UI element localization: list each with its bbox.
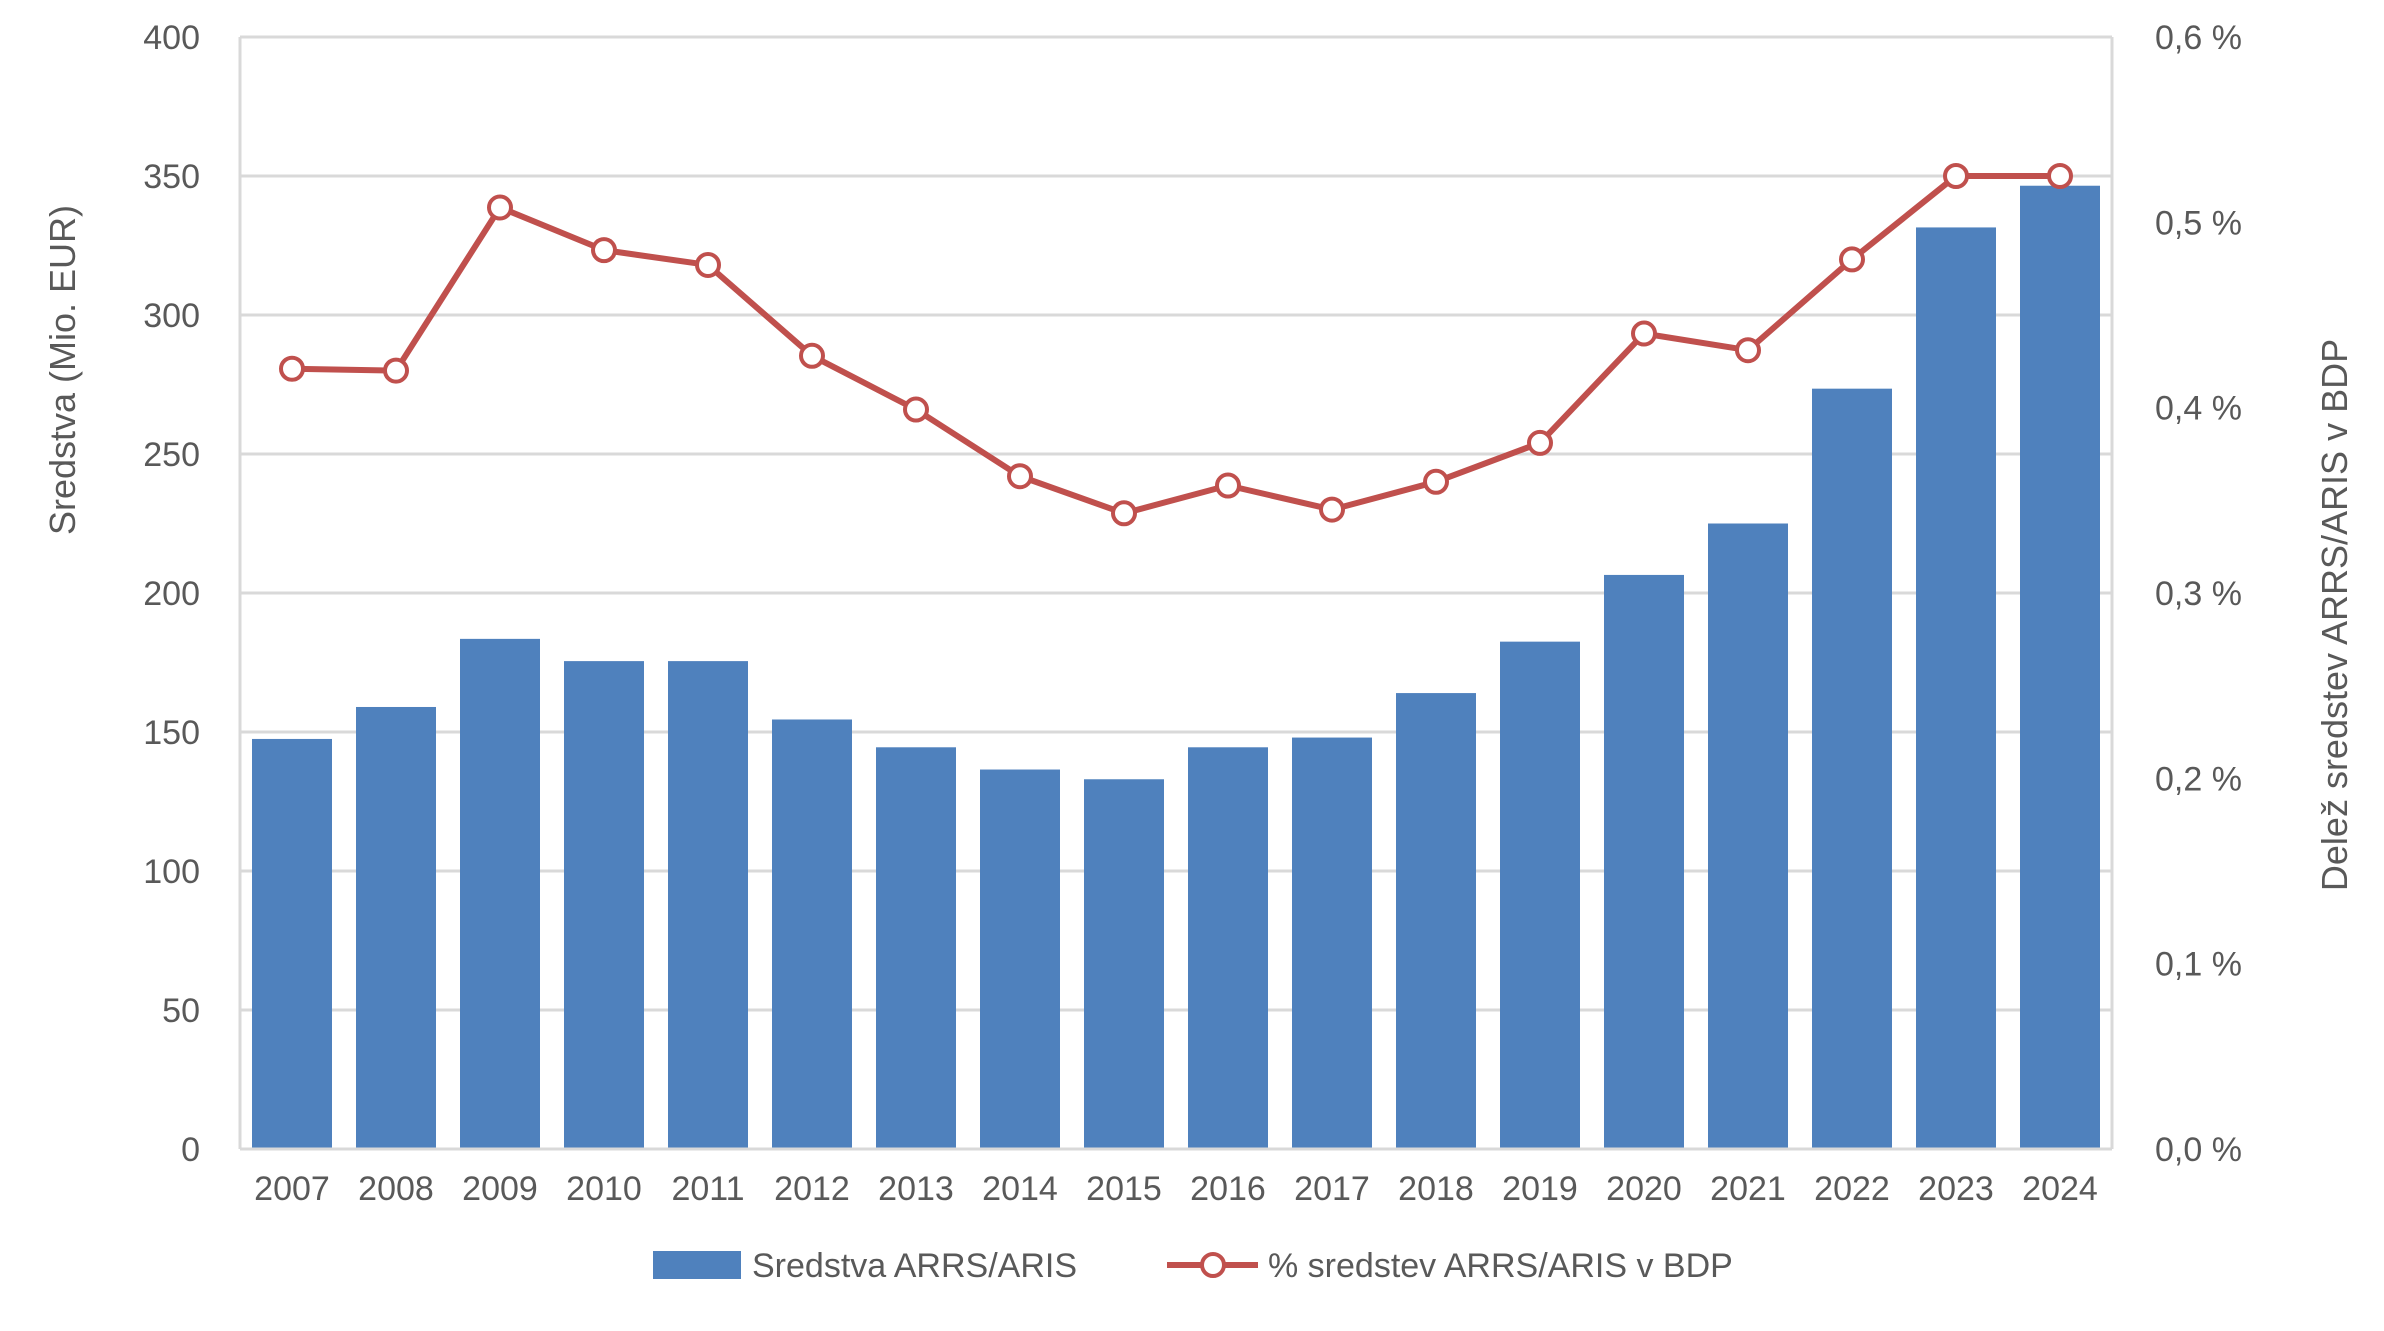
x-tick-label: 2022 xyxy=(1814,1170,1890,1208)
x-tick-label: 2021 xyxy=(1710,1170,1786,1208)
bar-2013 xyxy=(876,747,956,1149)
bar-2009 xyxy=(460,638,540,1149)
bar-2010 xyxy=(564,661,644,1149)
bar-2008 xyxy=(356,706,436,1149)
legend: Sredstva ARRS/ARIS % sredstev ARRS/ARIS … xyxy=(653,1247,1733,1285)
bar-2012 xyxy=(772,719,852,1149)
x-tick-label: 2024 xyxy=(2022,1170,2098,1208)
line-point-2023 xyxy=(1943,163,1969,189)
x-tick-label: 2023 xyxy=(1918,1170,1994,1208)
line-point-2008 xyxy=(383,357,409,384)
line-point-2013 xyxy=(903,396,929,423)
line-point-2015 xyxy=(1111,500,1137,527)
line-point-2009 xyxy=(487,194,513,221)
bar-2011 xyxy=(668,661,748,1149)
x-tick-label: 2009 xyxy=(462,1170,538,1208)
bar-2018 xyxy=(1396,693,1476,1149)
line-point-2018 xyxy=(1423,468,1449,495)
x-tick-label: 2015 xyxy=(1086,1170,1162,1208)
y-tick-label-right: 0,3 % xyxy=(2155,575,2242,613)
tick-labels: 0 50 100 150 200 250 300 350 400 0,0 % 0,1 % 0,2 % 0… xyxy=(143,19,2242,1208)
bar-2016 xyxy=(1188,747,1268,1149)
x-tick-label: 2019 xyxy=(1502,1170,1578,1208)
line-point-2016 xyxy=(1215,472,1241,499)
y-tick-label-left: 150 xyxy=(143,714,200,752)
bar-2022 xyxy=(1812,388,1892,1149)
bar-2021 xyxy=(1708,523,1788,1149)
y-tick-label-left: 350 xyxy=(143,158,200,196)
x-tick-label: 2012 xyxy=(774,1170,850,1208)
line-point-2012 xyxy=(799,342,825,369)
gridlines xyxy=(240,35,2112,1012)
line-point-2017 xyxy=(1319,496,1345,523)
y-tick-label-left: 250 xyxy=(143,436,200,474)
bar-2023 xyxy=(1916,227,1996,1149)
x-tick-label: 2011 xyxy=(671,1170,744,1208)
x-tick-label: 2018 xyxy=(1398,1170,1474,1208)
y-tick-label-left: 50 xyxy=(162,992,200,1030)
y-tick-label-right: 0,0 % xyxy=(2155,1131,2242,1169)
bar-2015 xyxy=(1084,779,1164,1149)
x-tick-label: 2008 xyxy=(358,1170,434,1208)
legend-label-bars: Sredstva ARRS/ARIS xyxy=(752,1247,1077,1285)
line-path xyxy=(291,173,2060,517)
legend-swatch-marker xyxy=(1200,1252,1226,1278)
x-tick-label: 2017 xyxy=(1294,1170,1370,1208)
y-axis-title-right: Delež sredstev ARRS/ARIS v BDP xyxy=(2314,339,2355,891)
line-series xyxy=(279,163,2073,527)
line-point-2021 xyxy=(1735,337,1761,364)
y-tick-label-left: 100 xyxy=(143,853,200,891)
y-tick-label-left: 300 xyxy=(143,297,200,335)
line-point-2024 xyxy=(2047,163,2073,189)
bar-2019 xyxy=(1500,641,1580,1149)
x-tick-label: 2010 xyxy=(566,1170,642,1208)
line-point-2019 xyxy=(1527,429,1553,456)
x-tick-label: 2014 xyxy=(982,1170,1058,1208)
x-tick-label: 2016 xyxy=(1190,1170,1266,1208)
line-point-2014 xyxy=(1007,463,1033,490)
bar-2014 xyxy=(980,769,1060,1149)
line-point-2011 xyxy=(695,251,721,278)
bar-2007 xyxy=(252,738,332,1149)
bar-2024 xyxy=(2020,185,2100,1150)
y-axis-title-left: Sredstva (Mio. EUR) xyxy=(42,205,83,535)
legend-swatch-bars xyxy=(653,1251,741,1279)
y-tick-label-right: 0,5 % xyxy=(2155,204,2242,242)
y-tick-label-right: 0,1 % xyxy=(2155,946,2242,984)
y-tick-label-right: 0,2 % xyxy=(2155,760,2242,798)
line-point-2010 xyxy=(591,237,617,264)
line-point-2020 xyxy=(1631,320,1657,347)
bar-series xyxy=(252,185,2100,1150)
y-tick-label-left: 0 xyxy=(181,1131,200,1169)
x-tick-label: 2013 xyxy=(878,1170,954,1208)
line-point-2022 xyxy=(1839,246,1865,273)
bar-2017 xyxy=(1292,737,1372,1149)
legend-label-line: % sredstev ARRS/ARIS v BDP xyxy=(1268,1247,1733,1285)
y-tick-label-left: 400 xyxy=(143,19,200,57)
axes xyxy=(238,37,2114,1151)
y-tick-label-right: 0,4 % xyxy=(2155,390,2242,428)
y-tick-label-right: 0,6 % xyxy=(2155,19,2242,57)
x-tick-label: 2007 xyxy=(254,1170,330,1208)
x-tick-label: 2020 xyxy=(1606,1170,1682,1208)
line-point-2007 xyxy=(279,355,305,382)
bar-2020 xyxy=(1604,574,1684,1149)
y-tick-label-left: 200 xyxy=(143,575,200,613)
